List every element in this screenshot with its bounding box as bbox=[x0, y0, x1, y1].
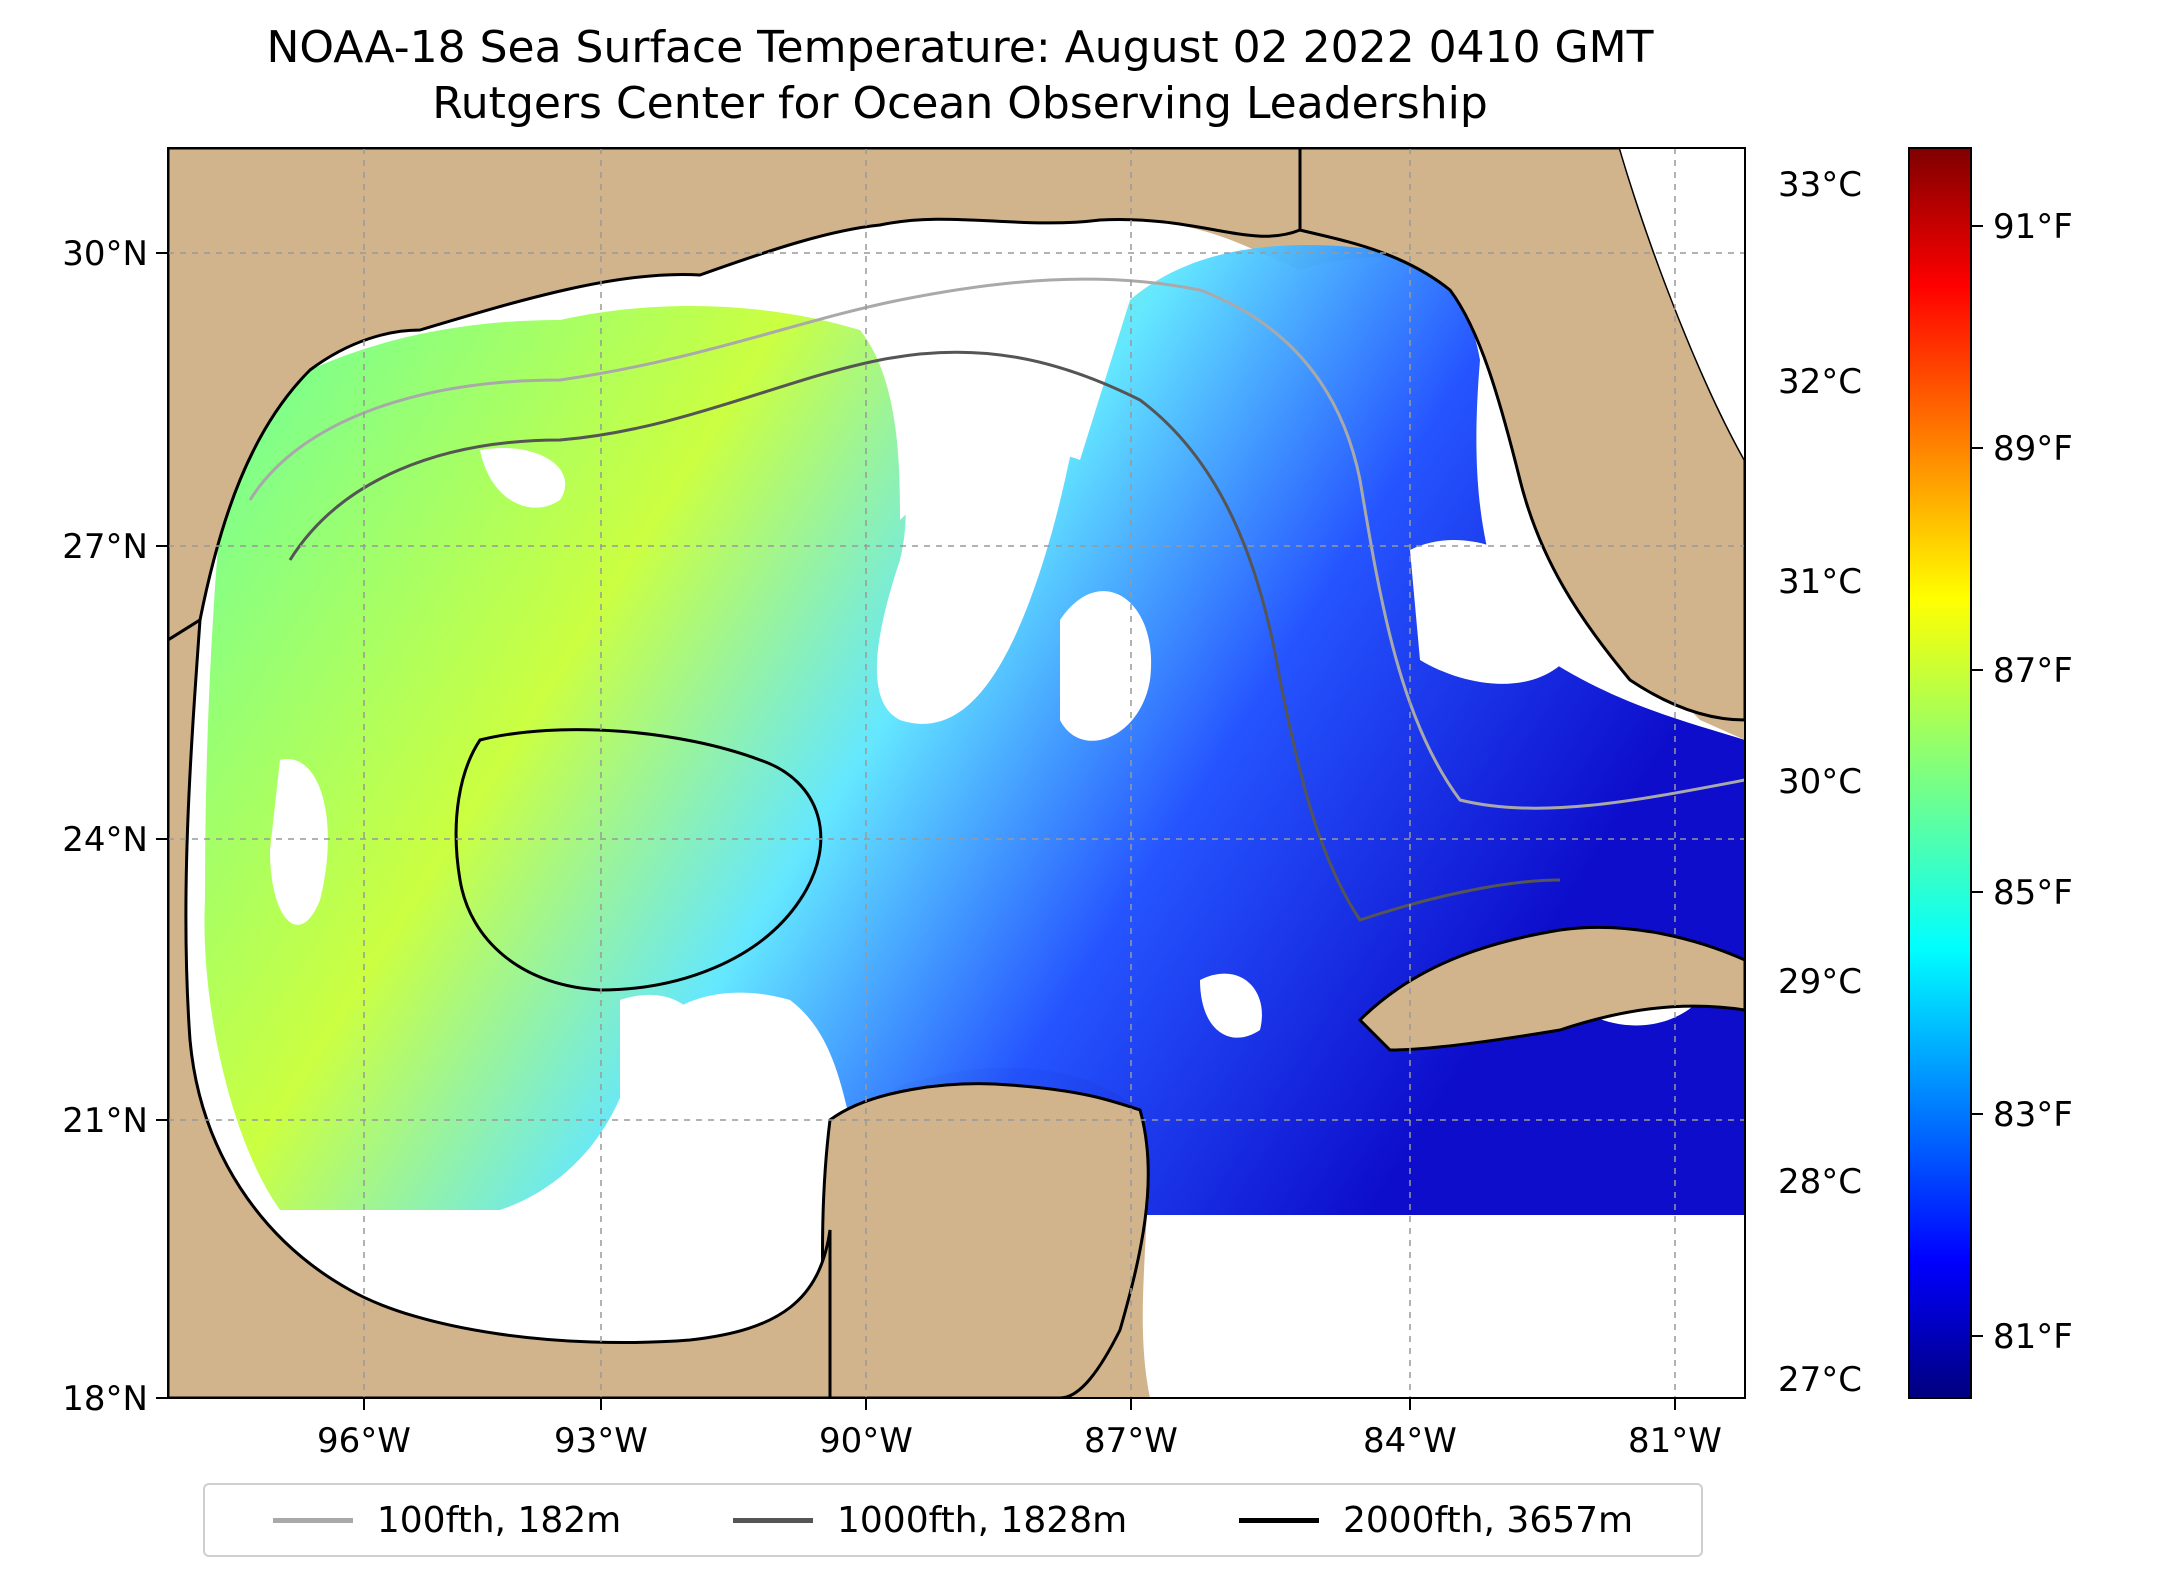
fahrenheit-tick-89: 89°F bbox=[1993, 429, 2073, 469]
map-frame bbox=[167, 147, 1746, 1399]
atlantic-no-data bbox=[1620, 148, 1745, 460]
lon-label-93w: 93°W bbox=[554, 1421, 648, 1461]
title-line-1: NOAA-18 Sea Surface Temperature: August … bbox=[266, 22, 1654, 73]
lon-label-96w: 96°W bbox=[317, 1421, 411, 1461]
mexico-land bbox=[168, 617, 832, 1398]
legend-item-2000fth: 2000fth, 3657m bbox=[1238, 1499, 1634, 1541]
lon-ticks: 96°W 93°W 90°W 87°W 84°W 81°W bbox=[317, 1398, 1722, 1461]
lat-label-18n: 18°N bbox=[62, 1379, 148, 1419]
lon-label-84w: 84°W bbox=[1363, 1421, 1457, 1461]
lat-label-24n: 24°N bbox=[62, 820, 148, 860]
legend: 100fth, 182m 1000fth, 1828m 2000fth, 365… bbox=[203, 1483, 1703, 1557]
legend-swatch-100fth bbox=[272, 1517, 353, 1523]
us-gulf-coast-land bbox=[168, 148, 1302, 642]
celsius-tick-29: 29°C bbox=[1778, 962, 1862, 1002]
legend-item-1000fth: 1000fth, 1828m bbox=[733, 1500, 1127, 1541]
lat-label-30n: 30°N bbox=[62, 234, 148, 274]
celsius-tick-28: 28°C bbox=[1778, 1162, 1862, 1202]
map-title: NOAA-18 Sea Surface Temperature: August … bbox=[0, 20, 1920, 132]
contour-2000fth bbox=[454, 728, 823, 992]
celsius-tick-31: 31°C bbox=[1778, 562, 1862, 602]
lat-ticks: 30°N 27°N 24°N 21°N 18°N bbox=[62, 234, 168, 1419]
celsius-tick-32: 32°C bbox=[1778, 362, 1862, 402]
legend-label-100fth: 100fth, 182m bbox=[376, 1499, 622, 1541]
colorbar-fahrenheit-axis: 91°F 89°F 87°F 85°F 83°F 81°F bbox=[1971, 207, 2073, 1357]
celsius-tick-33: 33°C bbox=[1778, 165, 1862, 205]
map-area bbox=[168, 148, 1745, 1398]
fahrenheit-tick-83: 83°F bbox=[1993, 1095, 2073, 1135]
legend-label-2000fth: 2000fth, 3657m bbox=[1342, 1499, 1634, 1541]
lon-label-87w: 87°W bbox=[1084, 1421, 1178, 1461]
fahrenheit-tick-87: 87°F bbox=[1993, 651, 2073, 691]
yucatan-land bbox=[821, 1082, 1150, 1398]
celsius-tick-30: 30°C bbox=[1778, 762, 1862, 802]
lon-label-81w: 81°W bbox=[1628, 1421, 1722, 1461]
title-line-2: Rutgers Center for Ocean Observing Leade… bbox=[432, 78, 1488, 129]
lat-label-27n: 27°N bbox=[62, 527, 148, 567]
lat-label-21n: 21°N bbox=[62, 1101, 148, 1141]
contour-100fth bbox=[248, 277, 1745, 810]
fahrenheit-tick-85: 85°F bbox=[1993, 873, 2073, 913]
celsius-tick-27: 27°C bbox=[1778, 1360, 1862, 1400]
colorbar-celsius-axis: 33°C 32°C 31°C 30°C 29°C 28°C 27°C bbox=[1778, 165, 1862, 1400]
cuba-land bbox=[1357, 925, 1745, 1052]
legend-item-100fth: 100fth, 182m bbox=[272, 1499, 622, 1541]
fahrenheit-tick-91: 91°F bbox=[1993, 207, 2073, 247]
colorbar bbox=[1908, 147, 1972, 1399]
legend-swatch-2000fth bbox=[1238, 1517, 1319, 1523]
map-gridlines bbox=[168, 148, 1745, 1398]
contour-1000fth bbox=[288, 350, 1561, 922]
legend-swatch-1000fth bbox=[733, 1517, 813, 1523]
legend-label-1000fth: 1000fth, 1828m bbox=[837, 1499, 1128, 1541]
lon-label-90w: 90°W bbox=[819, 1421, 913, 1461]
fahrenheit-tick-81: 81°F bbox=[1993, 1317, 2073, 1357]
